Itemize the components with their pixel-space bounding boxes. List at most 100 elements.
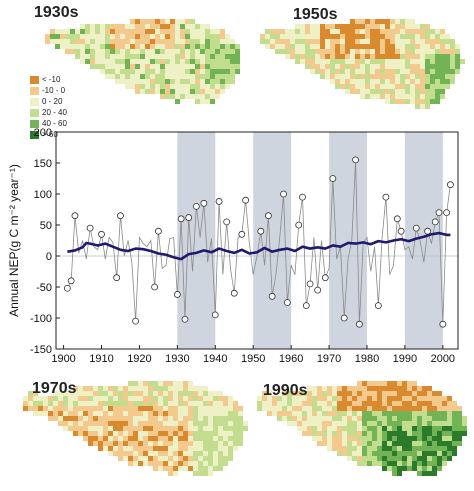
map-cells xyxy=(257,381,467,476)
annual-nep-point xyxy=(200,199,208,207)
trend-nep-line xyxy=(67,231,451,261)
annual-nep-point xyxy=(352,156,360,164)
annual-nep-point xyxy=(98,230,105,238)
annual-nep-point xyxy=(173,291,181,298)
annual-nep-point xyxy=(113,274,121,282)
y-axis-label: Annual NEP(g C m⁻² year⁻¹) xyxy=(7,164,21,317)
annual-nep-point xyxy=(215,198,223,205)
legend-item: > 60 xyxy=(30,129,67,140)
map-legend: < -10 -10 - 0 0 - 20 20 - 40 40 - 60 > 6… xyxy=(30,74,67,140)
annual-nep-point xyxy=(192,203,200,210)
annual-nep-point xyxy=(412,224,420,232)
decade-band xyxy=(329,132,367,349)
annual-nep-point xyxy=(117,212,124,220)
annual-nep-point xyxy=(329,175,337,182)
legend-swatch xyxy=(30,97,39,106)
x-tick-label: 1950 xyxy=(241,353,265,365)
annual-nep-point xyxy=(431,218,439,226)
x-tick-label: 1960 xyxy=(279,353,303,365)
annual-nep-point xyxy=(67,277,75,285)
annual-nep-point xyxy=(181,315,189,323)
map-cells xyxy=(45,19,240,104)
y-tick-label: -150 xyxy=(30,344,52,356)
legend-swatch xyxy=(30,108,39,117)
annual-nep-point xyxy=(439,320,447,328)
x-tick-label: 1980 xyxy=(355,353,379,365)
legend-swatch xyxy=(30,119,39,128)
y-tick-label: 0 xyxy=(46,251,52,263)
annual-nep-point xyxy=(435,209,443,216)
legend-item: -10 - 0 xyxy=(30,85,67,96)
x-tick-label: 1920 xyxy=(127,353,151,365)
nep-timeseries-chart: -150 -100 -50 0 50 100 150 200 1900 1910 1920 1930 1… xyxy=(7,127,459,365)
annual-nep-point xyxy=(355,320,363,328)
annual-nep-point xyxy=(314,286,322,294)
map-cells xyxy=(23,381,248,476)
annual-nep-point xyxy=(154,227,162,235)
annual-nep-point xyxy=(283,299,291,306)
map-1950s xyxy=(260,19,465,109)
y-tick-label: -50 xyxy=(36,282,52,294)
annual-nep-point xyxy=(223,218,231,226)
annual-nep-point xyxy=(447,181,454,189)
annual-nep-point xyxy=(151,283,159,291)
map-cells xyxy=(260,19,465,109)
x-tick-label: 1970 xyxy=(317,353,341,365)
decade-band xyxy=(177,132,216,349)
annual-nep-point xyxy=(132,317,140,325)
annual-nep-point xyxy=(86,224,94,232)
annual-nep-point xyxy=(177,215,185,223)
annual-nep-point xyxy=(397,227,405,235)
legend-label: -10 - 0 xyxy=(42,86,66,95)
annual-nep-point xyxy=(306,280,314,288)
y-tick-label: 50 xyxy=(40,220,52,232)
annual-nep-point xyxy=(211,311,219,319)
map-1970s xyxy=(23,381,248,476)
annual-nep-point xyxy=(443,209,451,216)
x-tick-label: 1940 xyxy=(203,353,227,365)
annual-nep-point xyxy=(280,190,287,198)
map-label-1970s: 1970s xyxy=(32,380,77,397)
x-tick-label: 1910 xyxy=(89,353,113,365)
x-tick-label: 1930 xyxy=(165,353,189,365)
annual-nep-point xyxy=(302,302,310,310)
annual-nep-point xyxy=(242,196,250,204)
annual-nep-point xyxy=(393,215,401,223)
legend-swatch xyxy=(30,130,39,139)
legend-item: 40 - 60 xyxy=(30,118,67,129)
annual-nep-point xyxy=(230,289,238,297)
legend-swatch xyxy=(30,86,39,95)
x-tick-label: 2000 xyxy=(431,353,455,365)
legend-item: < -10 xyxy=(30,74,67,85)
annual-nep-point xyxy=(424,227,432,235)
map-label-1950s: 1950s xyxy=(293,6,338,23)
annual-nep-point xyxy=(238,230,246,238)
legend-swatch xyxy=(30,75,39,84)
y-tick-label: -100 xyxy=(30,313,52,325)
legend-label: 0 - 20 xyxy=(42,97,63,106)
annual-nep-line xyxy=(67,159,451,325)
legend-label: 40 - 60 xyxy=(42,119,67,128)
annual-nep-point xyxy=(264,212,272,220)
annual-nep-point xyxy=(257,227,265,235)
annual-nep-point xyxy=(382,193,390,201)
annual-nep-point xyxy=(185,214,193,221)
annual-nep-point xyxy=(63,284,71,292)
annual-nep-point xyxy=(374,302,382,310)
x-tick-label: 1900 xyxy=(51,353,75,365)
legend-item: 20 - 40 xyxy=(30,107,67,118)
y-tick-label: 200 xyxy=(34,127,52,139)
annual-nep-point xyxy=(71,212,79,220)
legend-item: 0 - 20 xyxy=(30,96,67,107)
x-tick-label: 1990 xyxy=(393,353,417,365)
y-tick-label: 150 xyxy=(34,158,52,170)
legend-label: < -10 xyxy=(42,75,61,84)
annual-nep-point xyxy=(268,292,276,300)
map-label-1930s: 1930s xyxy=(34,4,79,21)
legend-label: > 60 xyxy=(42,130,58,139)
map-label-1990s: 1990s xyxy=(263,382,308,399)
y-tick-label: 100 xyxy=(34,189,52,201)
annual-nep-point xyxy=(295,221,303,229)
plot-frame xyxy=(55,131,459,350)
annual-nep-point xyxy=(299,193,306,201)
